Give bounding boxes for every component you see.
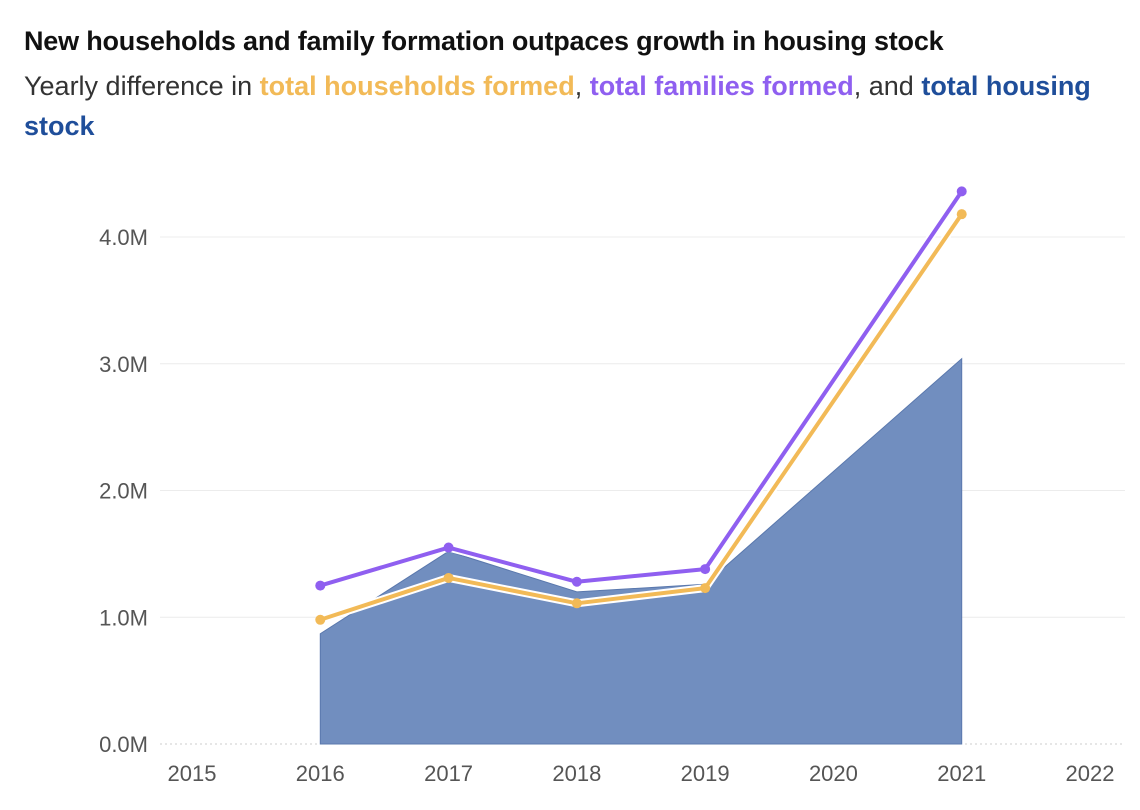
line-households-point-2021 [956, 209, 967, 220]
y-tick-label: 1.0M [99, 605, 148, 630]
x-tick-label: 2021 [937, 761, 986, 786]
line-families-point-2019 [700, 564, 711, 575]
y-tick-label: 3.0M [99, 352, 148, 377]
y-tick-label: 0.0M [99, 732, 148, 757]
line-families-point-2017 [443, 542, 454, 553]
line-families-point-2021 [956, 186, 967, 197]
subtitle-sep-1: , [574, 71, 590, 101]
x-tick-label: 2016 [296, 761, 345, 786]
chart-title: New households and family formation outp… [24, 26, 944, 56]
chart-subtitle: Yearly difference in total households fo… [24, 66, 1114, 146]
line-families-point-2016 [315, 580, 326, 591]
x-tick-label: 2020 [809, 761, 858, 786]
x-tick-label: 2019 [681, 761, 730, 786]
subtitle-sep-2: , and [853, 71, 922, 101]
subtitle-intro: Yearly difference in [24, 71, 260, 101]
line-households-point-2016 [315, 614, 326, 625]
x-tick-label: 2022 [1066, 761, 1115, 786]
y-tick-label: 2.0M [99, 479, 148, 504]
y-tick-label: 4.0M [99, 225, 148, 250]
area-housing-stock [319, 357, 963, 745]
x-tick-label: 2015 [168, 761, 217, 786]
line-households-point-2018 [571, 598, 582, 609]
subtitle-households: total households formed [259, 71, 575, 101]
x-tick-label: 2017 [424, 761, 473, 786]
subtitle-housing: total housing stock [24, 71, 1091, 141]
line-families-point-2018 [571, 576, 582, 587]
subtitle-families: total families formed [589, 71, 854, 101]
line-households-point-2017 [443, 572, 454, 583]
line-households-point-2019 [700, 583, 711, 594]
x-tick-label: 2018 [552, 761, 601, 786]
